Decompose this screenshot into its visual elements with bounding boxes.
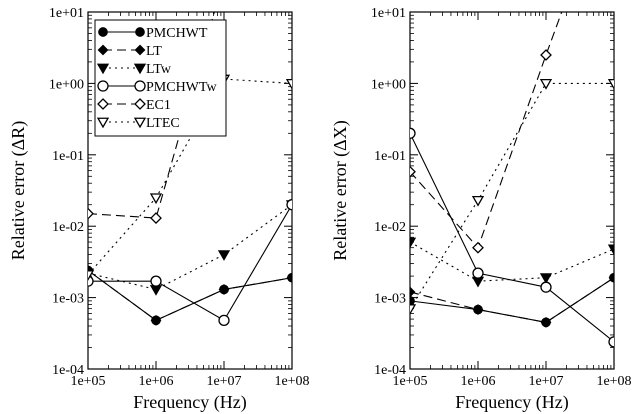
y-axis-title: Relative error (ΔR) [8, 121, 29, 261]
x-tick-label: 1e+08 [274, 374, 309, 389]
legend: PMCHWT LT LTw PMCHWTw EC1 LTEC [94, 19, 227, 137]
legend-marker-ec1 [134, 98, 146, 110]
plot-area [410, 12, 614, 348]
data-point-ec1 [410, 165, 416, 178]
chart-panel-2: 1e-04 1e-03 1e-02 1e-01 1e+00 1e+01 1e+05 1e+06… [330, 6, 632, 413]
data-point-ltw [410, 237, 417, 249]
data-point-lt [150, 314, 162, 326]
data-point-lt [286, 272, 292, 284]
y-tick-label: 1e-02 [374, 220, 406, 235]
y-tick-label: 1e-04 [374, 363, 406, 378]
legend-box [94, 19, 227, 137]
data-point-ltec [607, 79, 614, 90]
series-line-lt [88, 270, 292, 321]
legend-marker-lt [134, 44, 146, 56]
y-tick-label: 1e-01 [52, 149, 84, 164]
legend-label-ltw: LTw [146, 62, 172, 77]
data-point-ltw [149, 285, 163, 296]
x-tick-label: 1e+06 [460, 374, 495, 389]
data-point-ec1 [150, 212, 162, 224]
chart-panel-1: 1e-04 1e-03 1e-02 1e-01 1e+00 1e+01 1e+05 1e+06… [8, 6, 310, 413]
data-point-pmchwtw [410, 127, 416, 139]
x-tick-label: 1e+07 [206, 374, 241, 389]
y-tick-label: 1e+00 [371, 77, 406, 92]
data-point-ltw [539, 273, 553, 285]
data-point-ec1 [88, 207, 94, 220]
legend-label-lt: LT [146, 44, 162, 59]
data-point-lt [472, 304, 484, 315]
data-point-ltec [88, 270, 95, 281]
x-tick-label: 1e+08 [596, 374, 631, 389]
data-point-pmchwtw [286, 199, 292, 211]
data-point-ec1 [472, 241, 484, 254]
legend-label-ec1: EC1 [146, 98, 171, 113]
legend-marker-pmchwtw [134, 80, 146, 92]
data-point-pmchwt [410, 296, 415, 306]
legend-marker-lt [97, 44, 109, 56]
y-axis-title: Relative error (ΔX) [330, 120, 351, 261]
data-point-pmchwtw [218, 314, 230, 327]
data-point-ltec [410, 304, 417, 315]
x-tick-label: 1e+05 [392, 374, 427, 389]
series-line-ltw [88, 204, 292, 291]
data-point-lt [410, 286, 416, 298]
legend-label-pmchwtw: PMCHWTw [146, 80, 217, 95]
data-point-pmchwtw [608, 336, 614, 348]
data-point-lt [218, 284, 230, 295]
series-line-pmchwt [88, 270, 292, 321]
y-tick-label: 1e+01 [371, 6, 406, 21]
data-point-pmchwtw [150, 275, 162, 287]
data-point-ltec [149, 193, 163, 205]
series-line-lt [410, 277, 614, 323]
data-point-ltec [471, 195, 485, 207]
y-tick-label: 1e-03 [52, 292, 84, 307]
legend-marker-ltw [133, 63, 147, 75]
series-line-ec1 [410, 12, 563, 249]
legend-label-ltec: LTEC [146, 116, 180, 131]
legend-marker-pmchwt [135, 27, 145, 37]
legend-label-pmchwt: PMCHWT [146, 26, 208, 41]
data-point-ec1 [540, 49, 552, 61]
y-tick-label: 1e+00 [49, 77, 84, 92]
series-line-pmchwtw [410, 133, 614, 343]
y-tick-label: 1e-02 [52, 220, 84, 235]
x-tick-label: 1e+06 [138, 374, 173, 389]
data-point-lt [540, 316, 552, 328]
series-line-ltw [410, 241, 614, 282]
legend-marker-ltec [96, 117, 110, 129]
data-point-ltw [607, 244, 614, 256]
plot-area [88, 12, 292, 327]
series-line-ec1 [88, 12, 215, 219]
x-tick-label: 1e+07 [528, 374, 563, 389]
plot-frame [409, 11, 615, 370]
x-axis-title: Frequency (Hz) [133, 392, 246, 413]
y-tick-label: 1e-04 [52, 363, 84, 378]
y-tick-label: 1e+01 [49, 6, 84, 21]
legend-marker-pmchwtw [97, 80, 109, 92]
x-tick-label: 1e+05 [70, 374, 105, 389]
y-tick-label: 1e-03 [374, 292, 406, 307]
x-axis-title: Frequency (Hz) [455, 392, 568, 413]
legend-marker-pmchwt [98, 27, 108, 37]
data-point-ltw [217, 250, 231, 261]
legend-marker-ltec [133, 117, 147, 129]
legend-marker-ltw [96, 63, 110, 75]
data-point-pmchwtw [472, 267, 484, 279]
data-point-ltec [285, 79, 292, 90]
y-tick-label: 1e-01 [374, 149, 406, 164]
data-point-pmchwtw [540, 281, 552, 293]
data-point-lt [608, 272, 614, 284]
legend-marker-ec1 [97, 98, 109, 110]
series-line-pmchwtw [88, 204, 292, 322]
plot-frame [87, 11, 293, 370]
data-point-ltec [539, 79, 553, 90]
